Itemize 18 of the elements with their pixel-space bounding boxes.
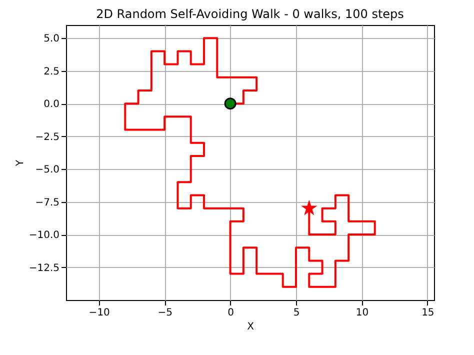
y-tick-label: −7.5 [35, 197, 60, 208]
y-tick-label: 2.5 [44, 66, 60, 78]
x-tick-label: 0 [228, 308, 234, 318]
x-tick-label: 10 [356, 308, 369, 318]
x-tick-label: 5 [293, 308, 300, 318]
x-tick-label: 15 [422, 308, 434, 318]
y-tick-label: −10.0 [28, 230, 60, 242]
x-tick-label: −10 [88, 308, 110, 318]
y-axis-title: Y [14, 159, 26, 168]
line-series [124, 37, 376, 288]
y-tick-label: 5.0 [44, 34, 60, 45]
y-tick-label: −2.5 [35, 132, 60, 143]
y-tick-label: 0.0 [44, 99, 60, 110]
chart-title: 2D Random Self-Avoiding Walk - 0 walks, 100 steps [96, 7, 404, 21]
y-tick-label: −12.5 [28, 262, 60, 274]
x-axis-title: X [247, 322, 254, 332]
y-tick-label: −5.0 [35, 164, 60, 176]
x-tick-label: −5 [158, 308, 172, 318]
